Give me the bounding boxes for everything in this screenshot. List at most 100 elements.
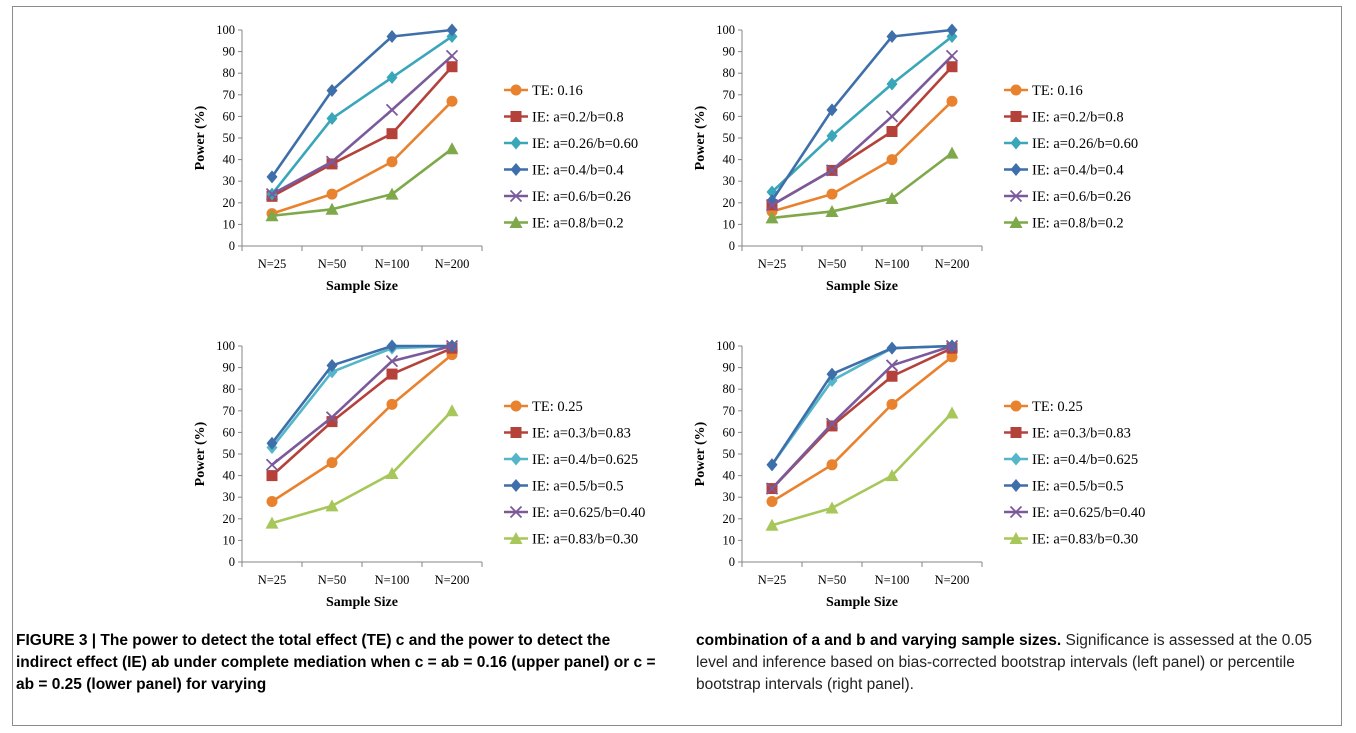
legend-label: IE: a=0.4/b=0.625 [1032, 452, 1138, 468]
series-line [771, 412, 953, 527]
legend-entry: IE: a=0.83/b=0.30 [1004, 532, 1138, 548]
data-point [826, 129, 838, 143]
legend-label: IE: a=0.4/b=0.4 [1032, 163, 1124, 179]
y-tick-label: 100 [216, 23, 235, 37]
data-point [326, 416, 338, 428]
data-point [386, 128, 398, 140]
series-line [271, 54, 453, 196]
legend-label: IE: a=0.8/b=0.2 [532, 216, 624, 232]
data-point [826, 188, 838, 200]
data-point [885, 359, 899, 372]
legend-marker [509, 505, 523, 519]
legend-marker [1009, 189, 1023, 203]
series-3 [266, 23, 458, 184]
series-line [771, 344, 953, 490]
series-4 [265, 49, 459, 201]
data-point [886, 77, 898, 91]
series-0 [766, 95, 958, 217]
series-line [270, 35, 453, 195]
y-tick-label: 0 [229, 555, 235, 569]
y-tick-label: 40 [723, 153, 736, 167]
legend-label: IE: a=0.4/b=0.4 [532, 163, 624, 179]
legend-label: IE: a=0.83/b=0.30 [532, 532, 638, 548]
caption-left-column: FIGURE 3 | The power to detect the total… [16, 630, 656, 696]
data-point [765, 198, 779, 212]
series-5 [265, 404, 459, 529]
legend-label: IE: a=0.3/b=0.83 [532, 426, 631, 442]
series-1 [766, 61, 958, 211]
series-line [271, 409, 453, 525]
data-point [885, 469, 899, 482]
series-0 [766, 351, 958, 508]
y-tick-label: 100 [216, 339, 235, 353]
y-tick-label: 80 [723, 382, 736, 396]
legend-label: TE: 0.25 [532, 399, 583, 415]
data-point [886, 29, 898, 43]
series-line [771, 346, 953, 490]
x-tick-label: N=25 [758, 573, 787, 587]
x-tick-label: N=200 [935, 573, 970, 587]
legend-entry: IE: a=0.4/b=0.4 [504, 163, 624, 179]
x-axis-label: Sample Size [826, 279, 898, 294]
legend-marker [510, 400, 522, 412]
legend-marker [1010, 427, 1022, 438]
y-tick-label: 30 [223, 490, 236, 504]
series-2 [266, 29, 458, 201]
legend-label: IE: a=0.625/b=0.40 [532, 505, 645, 521]
y-tick-label: 70 [223, 88, 236, 102]
y-tick-label: 20 [223, 512, 236, 526]
y-tick-label: 50 [223, 447, 236, 461]
data-point [386, 71, 398, 85]
y-tick-label: 60 [723, 425, 736, 439]
data-point [825, 417, 839, 430]
legend-entry: IE: a=0.3/b=0.83 [1004, 426, 1131, 442]
legend-label: IE: a=0.8/b=0.2 [1032, 216, 1124, 232]
legend-label: IE: a=0.5/b=0.5 [1032, 479, 1124, 495]
figure-frame [12, 6, 1342, 726]
legend-label: IE: a=0.5/b=0.5 [532, 479, 624, 495]
legend-entry: IE: a=0.625/b=0.40 [504, 505, 645, 521]
y-tick-label: 90 [223, 361, 236, 375]
series-line [771, 55, 953, 207]
y-tick-label: 80 [723, 66, 736, 80]
series-line [271, 65, 453, 198]
legend-entry: TE: 0.25 [504, 399, 583, 415]
y-tick-label: 70 [723, 404, 736, 418]
data-point [825, 204, 839, 217]
y-tick-label: 100 [716, 339, 735, 353]
series-line [770, 344, 953, 466]
legend-label: IE: a=0.2/b=0.8 [532, 110, 624, 126]
data-point [265, 516, 279, 529]
data-point [266, 436, 278, 450]
y-tick-label: 60 [223, 109, 236, 123]
data-point [886, 154, 898, 166]
legend-label: IE: a=0.3/b=0.83 [1032, 426, 1131, 442]
legend-label: IE: a=0.6/b=0.26 [1032, 189, 1131, 205]
data-point [765, 482, 779, 495]
data-point [886, 126, 898, 138]
data-point [326, 112, 338, 126]
data-point [386, 339, 398, 353]
legend-marker [509, 532, 523, 544]
data-point [766, 496, 778, 508]
data-point [326, 83, 338, 97]
data-point [326, 457, 338, 469]
legend-entry: TE: 0.16 [504, 83, 583, 99]
data-point [265, 458, 279, 471]
figure-caption: FIGURE 3 | The power to detect the total… [16, 630, 1316, 720]
data-point [826, 459, 838, 471]
legend-entry: IE: a=0.4/b=0.4 [1004, 163, 1124, 179]
legend-entry: TE: 0.16 [1004, 83, 1083, 99]
caption-right-text: Significance is assessed at the 0.05 lev… [696, 632, 1312, 693]
legend-entry: IE: a=0.5/b=0.5 [1004, 479, 1124, 495]
data-point [945, 339, 959, 353]
data-point [446, 95, 458, 107]
y-axis-label: Power (%) [193, 421, 208, 486]
chart-top-right: 0 10 20 30 40 50 60 70 80 90 100 N=25 N=50 N=100 N=200… [693, 23, 1138, 294]
series-line [771, 152, 953, 220]
data-point [385, 187, 399, 200]
y-tick-label: 100 [716, 23, 735, 37]
legend-marker [509, 216, 523, 228]
data-point [765, 211, 779, 224]
data-point [385, 354, 399, 368]
